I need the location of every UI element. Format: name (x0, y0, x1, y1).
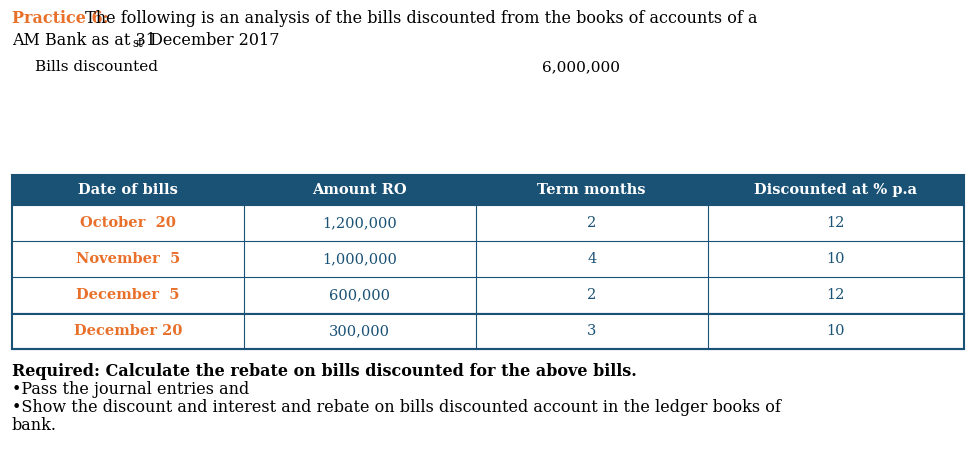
Text: 6,000,000: 6,000,000 (542, 60, 620, 74)
Text: 2: 2 (588, 216, 596, 230)
Text: 2: 2 (588, 288, 596, 302)
Text: December 2017: December 2017 (145, 32, 279, 49)
Text: •Pass the journal entries and: •Pass the journal entries and (12, 381, 249, 398)
Text: 10: 10 (827, 324, 845, 338)
Text: •Show the discount and interest and rebate on bills discounted account in the le: •Show the discount and interest and reba… (12, 399, 781, 416)
Bar (12, 175, 964, 205)
Text: Date of bills: Date of bills (78, 183, 178, 197)
Text: December 20: December 20 (74, 324, 183, 338)
Text: November  5: November 5 (76, 252, 181, 266)
Text: Term months: Term months (538, 183, 646, 197)
Text: 1,200,000: 1,200,000 (322, 216, 397, 230)
Text: Bills discounted: Bills discounted (35, 60, 158, 74)
Text: 1,000,000: 1,000,000 (322, 252, 397, 266)
Text: Required: Calculate the rebate on bills discounted for the above bills.: Required: Calculate the rebate on bills … (12, 363, 636, 380)
Text: 10: 10 (827, 252, 845, 266)
Text: October  20: October 20 (80, 216, 176, 230)
Text: The following is an analysis of the bills discounted from the books of accounts : The following is an analysis of the bill… (80, 10, 757, 27)
Text: bank.: bank. (12, 417, 57, 434)
Text: 4: 4 (588, 252, 596, 266)
Text: Discounted at % p.a: Discounted at % p.a (754, 183, 917, 197)
Text: 3: 3 (587, 324, 596, 338)
Text: AM Bank as at 31: AM Bank as at 31 (12, 32, 156, 49)
Text: 600,000: 600,000 (329, 288, 390, 302)
Text: Amount RO: Amount RO (312, 183, 407, 197)
Text: st: st (132, 37, 142, 50)
Text: December  5: December 5 (76, 288, 180, 302)
Bar (12, 175, 964, 349)
Text: Practice 6:: Practice 6: (12, 10, 108, 27)
Text: 300,000: 300,000 (329, 324, 390, 338)
Text: 12: 12 (827, 216, 845, 230)
Text: 12: 12 (827, 288, 845, 302)
